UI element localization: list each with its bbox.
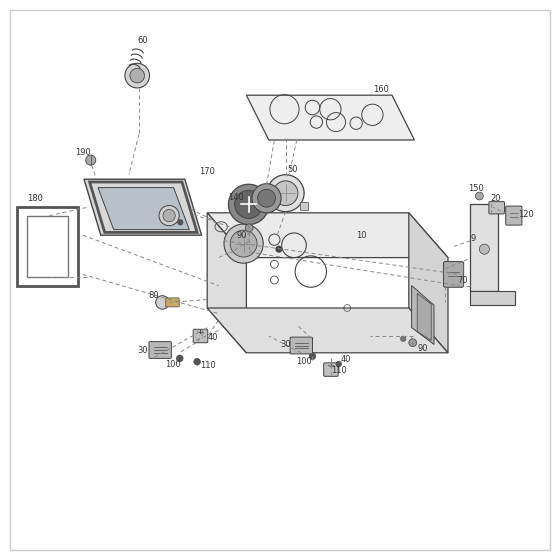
Text: 30: 30 [281,340,291,349]
Polygon shape [207,308,448,353]
Text: 10: 10 [356,231,366,240]
Text: 100: 100 [165,360,180,369]
Circle shape [130,68,144,83]
Circle shape [224,224,263,263]
Circle shape [475,192,483,200]
Circle shape [400,336,406,342]
Circle shape [230,230,257,257]
FancyBboxPatch shape [193,329,208,343]
Polygon shape [84,179,202,235]
Text: 140: 140 [228,193,244,202]
FancyBboxPatch shape [489,202,505,214]
Text: 160: 160 [373,85,389,94]
Text: 100: 100 [296,357,312,366]
Circle shape [336,361,342,367]
Text: 30: 30 [137,346,147,354]
Circle shape [176,355,183,362]
Polygon shape [417,293,431,340]
Polygon shape [246,95,414,140]
Circle shape [228,184,269,225]
Polygon shape [207,213,246,353]
Circle shape [235,190,263,218]
Polygon shape [412,286,434,344]
Text: 40: 40 [208,333,218,342]
Polygon shape [300,202,308,210]
Polygon shape [409,213,448,353]
Text: 120: 120 [519,210,534,219]
FancyBboxPatch shape [506,206,522,225]
Circle shape [267,175,304,212]
FancyBboxPatch shape [166,298,179,307]
Text: 60: 60 [138,36,148,45]
Text: 20: 20 [491,194,501,203]
FancyBboxPatch shape [290,337,312,354]
Circle shape [86,155,96,165]
Text: 80: 80 [148,291,158,300]
Circle shape [194,358,200,365]
Text: 110: 110 [200,361,216,370]
Circle shape [273,181,298,206]
Circle shape [479,244,489,254]
Text: 90: 90 [237,231,247,240]
Circle shape [276,246,282,252]
FancyBboxPatch shape [444,262,464,287]
Text: 170: 170 [199,167,215,176]
Circle shape [163,209,175,222]
Text: 70: 70 [458,276,468,284]
Text: 90: 90 [418,344,428,353]
Circle shape [309,353,316,360]
Circle shape [156,296,169,309]
FancyBboxPatch shape [324,363,338,376]
Text: 180: 180 [27,194,43,203]
Text: 40: 40 [341,355,351,364]
Polygon shape [207,213,448,258]
Circle shape [125,63,150,88]
Polygon shape [98,188,189,230]
Polygon shape [470,291,515,305]
Text: 110: 110 [331,366,347,375]
Circle shape [258,189,276,207]
Circle shape [245,224,253,232]
Text: 150: 150 [468,184,484,193]
Text: 9: 9 [470,234,476,242]
Circle shape [159,206,179,226]
Circle shape [409,339,417,347]
Text: 190: 190 [75,148,91,157]
Polygon shape [470,204,498,291]
Circle shape [178,220,183,225]
Circle shape [252,184,281,213]
Text: 50: 50 [287,165,297,174]
FancyBboxPatch shape [149,342,171,358]
